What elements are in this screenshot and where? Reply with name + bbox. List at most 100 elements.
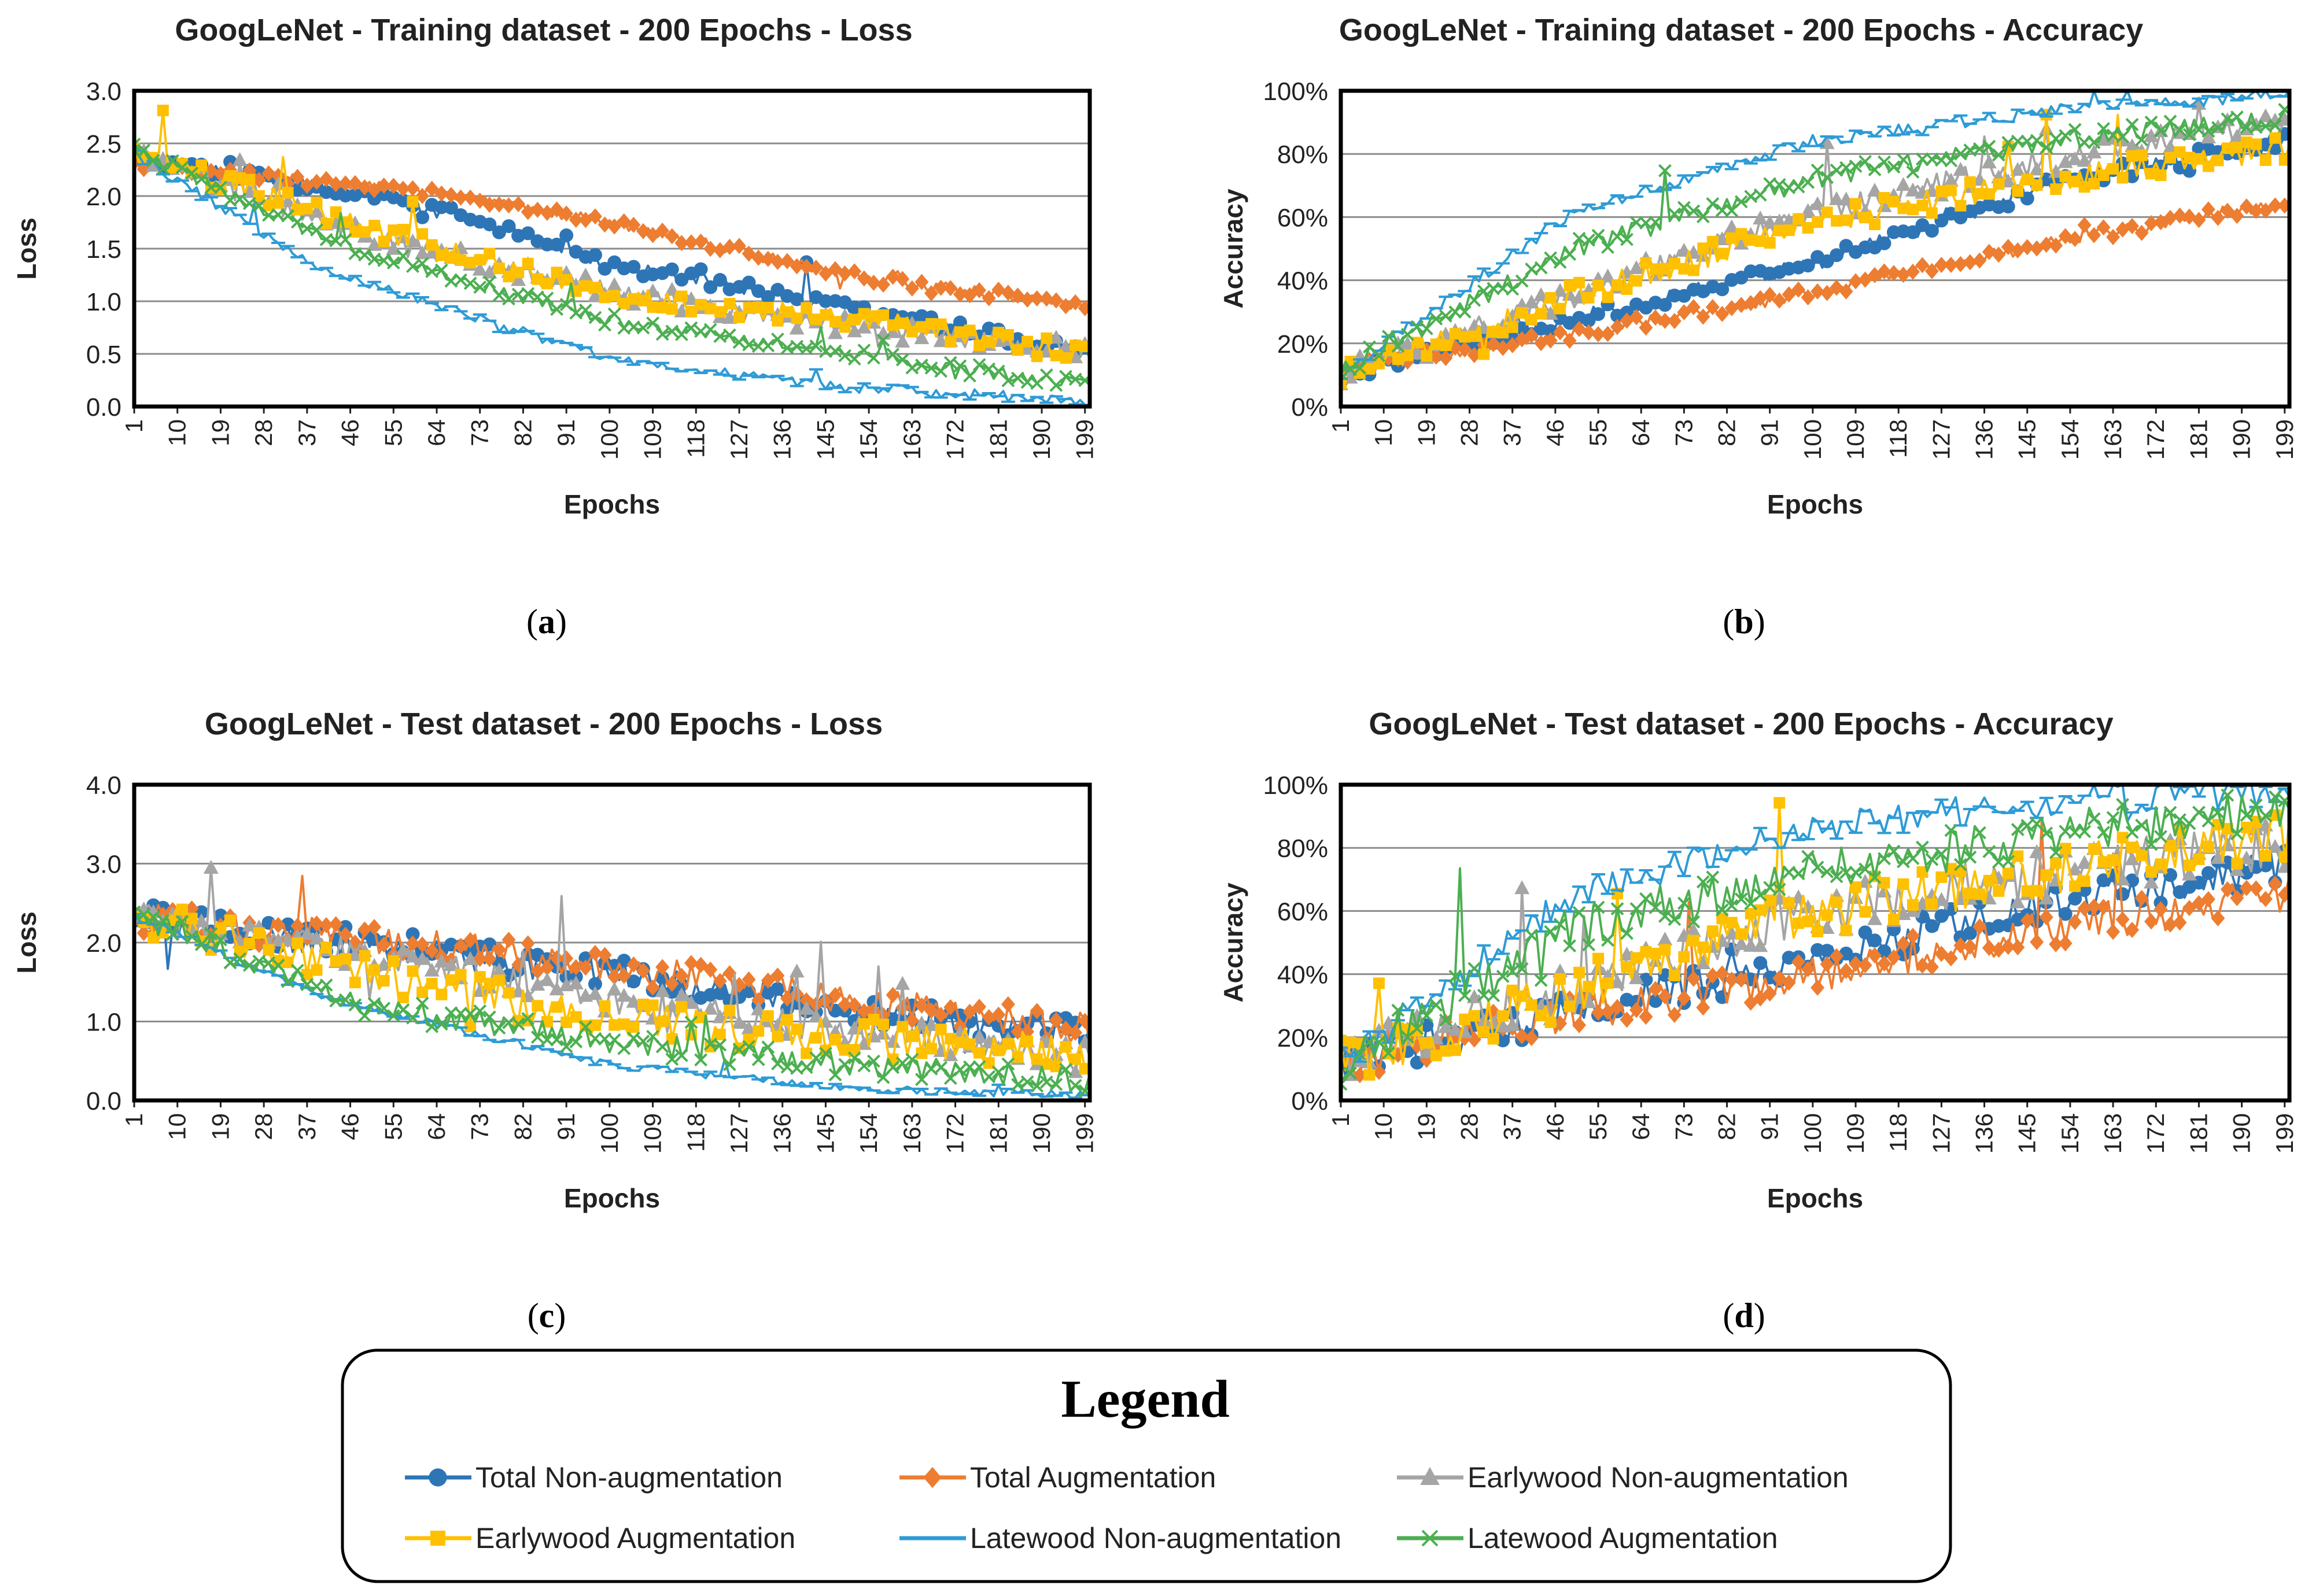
- point-d-early_aug: [1773, 797, 1786, 809]
- point-d-late_aug-stroke-2: [2011, 823, 2025, 836]
- point-c-early_aug: [388, 955, 400, 967]
- point-a-late_aug: [876, 333, 890, 347]
- point-b-total_aug: [1553, 324, 1568, 341]
- y-axis-label-a: Loss: [12, 217, 42, 279]
- point-a-late_aug-stroke-2: [502, 292, 515, 306]
- point-a-early_aug: [436, 249, 448, 261]
- point-a-late_aug-stroke-2: [819, 345, 832, 359]
- legend-swatch-marker-early_aug: [430, 1531, 445, 1546]
- point-b-late_aug: [1849, 160, 1863, 173]
- legend-swatch-marker-total_aug: [923, 1466, 942, 1488]
- point-b-early_aug: [1869, 218, 1881, 230]
- point-a-late_aug: [492, 289, 506, 302]
- point-d-early_aug: [1745, 908, 1757, 920]
- point-a-early_aug: [378, 235, 390, 247]
- point-b-total_aug: [1953, 256, 1968, 272]
- point-c-late_aug-stroke-2: [281, 974, 295, 988]
- point-a-early_aug: [359, 226, 371, 238]
- point-d-early_aug: [1964, 887, 1976, 899]
- point-d-late_aug: [1944, 823, 1958, 837]
- point-c-early_aug: [993, 1044, 1005, 1056]
- point-d-late_aug-stroke-2: [1916, 840, 1929, 854]
- point-c-early_non_aug: [530, 977, 545, 991]
- point-d-early_non_aug: [2181, 866, 2197, 881]
- point-c-late_aug-stroke-2: [828, 1068, 842, 1082]
- point-d-early_non_aug: [2067, 861, 2083, 875]
- point-d-total_non_aug: [1858, 925, 1872, 940]
- point-d-total_non_aug: [1963, 926, 1977, 940]
- point-c-late_aug-stroke-2: [982, 1070, 996, 1084]
- point-d-late_aug-stroke-2: [1341, 1077, 1348, 1086]
- point-c-late_aug-stroke-2: [386, 1009, 400, 1023]
- point-d-early_aug: [1516, 990, 1528, 1002]
- point-b-total_non_aug: [1877, 236, 1891, 250]
- point-c-late_aug: [473, 1004, 487, 1018]
- point-b-early_aug: [1725, 232, 1738, 244]
- point-b-total_aug: [2106, 228, 2121, 245]
- point-b-early_aug: [2269, 132, 2281, 144]
- point-b-late_aug-stroke-2: [2020, 134, 2034, 148]
- point-c-late_aug: [377, 1002, 391, 1015]
- point-b-late_aug-stroke-2: [2268, 119, 2282, 132]
- legend-swatch-marker-total_non_aug: [429, 1468, 447, 1487]
- point-d-total_non_aug: [2201, 866, 2215, 880]
- point-c-early_non_aug: [914, 1015, 930, 1030]
- point-b-total_aug: [1743, 295, 1758, 312]
- point-a-late_aug-stroke-2: [607, 307, 621, 321]
- point-c-late_aug: [1020, 1075, 1034, 1089]
- xtick-label-d-19: 172: [2142, 1113, 2169, 1154]
- point-a-late_aug-stroke-2: [185, 167, 199, 180]
- xtick-label-a-3: 28: [250, 419, 277, 446]
- point-c-total_aug: [934, 1007, 948, 1024]
- point-d-late_aug: [2087, 812, 2101, 826]
- point-c-late_aug: [569, 1035, 583, 1048]
- xtick-label-d-18: 163: [2099, 1113, 2126, 1154]
- point-c-late_aug-stroke-2: [809, 1051, 823, 1065]
- point-a-early_aug: [541, 278, 553, 290]
- point-c-total_aug: [886, 987, 900, 1003]
- x-axis-label-b: Epochs: [1767, 489, 1863, 519]
- point-c-early_aug: [359, 950, 371, 962]
- point-b-total_non_aug: [1924, 224, 1939, 238]
- point-d-late_aug-stroke-2: [1820, 865, 1834, 878]
- point-a-late_aug-stroke-2: [290, 215, 304, 229]
- point-c-late_aug-stroke-2: [223, 956, 237, 970]
- point-c-late_aug: [146, 910, 160, 924]
- point-a-late_aug-stroke-2: [329, 234, 343, 247]
- point-a-total_aug: [502, 197, 516, 214]
- point-c-late_aug-stroke-2: [415, 996, 429, 1010]
- point-d-total_aug: [1762, 985, 1777, 1002]
- point-c-late_aug: [367, 997, 381, 1011]
- point-c-late_aug: [1030, 1079, 1044, 1093]
- point-c-late_aug-stroke-2: [550, 1033, 563, 1047]
- point-b-late_aug: [1772, 178, 1786, 191]
- point-c-early_aug: [503, 987, 515, 999]
- point-a-total_aug: [1039, 290, 1054, 307]
- xtick-label-c-6: 55: [379, 1113, 407, 1140]
- point-c-late_aug-stroke-2: [876, 1070, 890, 1084]
- point-d-early_aug: [2193, 853, 2205, 865]
- point-b-early_aug: [1926, 207, 1938, 219]
- point-c-early_aug: [849, 1044, 861, 1056]
- point-b-early_aug: [1430, 338, 1442, 350]
- point-b-total_aug: [1963, 254, 1977, 271]
- point-d-early_aug: [2021, 885, 2033, 897]
- point-a-total_non_aug: [415, 210, 430, 224]
- point-d-late_aug-stroke-2: [1897, 855, 1910, 869]
- point-c-early_non_aug: [395, 942, 411, 956]
- point-d-early_aug: [1945, 863, 1957, 875]
- ytick-label-a-1: 0.5: [86, 341, 121, 369]
- point-a-total_non_aug: [540, 237, 554, 252]
- point-c-late_aug: [281, 974, 295, 988]
- point-d-total_aug: [1677, 990, 1691, 1007]
- point-a-early_aug: [657, 302, 669, 314]
- point-a-total_aug: [809, 259, 823, 276]
- point-d-early_aug: [1449, 1044, 1461, 1056]
- legend-label-late_non_aug: Latewood Non-augmentation: [970, 1522, 1341, 1554]
- point-c-late_aug: [386, 1009, 400, 1023]
- point-d-late_aug: [2163, 806, 2177, 819]
- point-b-late_aug-stroke-2: [2249, 120, 2263, 134]
- point-b-early_aug: [1554, 302, 1566, 315]
- point-c-early_non_aug: [539, 972, 555, 987]
- point-d-total_aug: [2249, 880, 2263, 897]
